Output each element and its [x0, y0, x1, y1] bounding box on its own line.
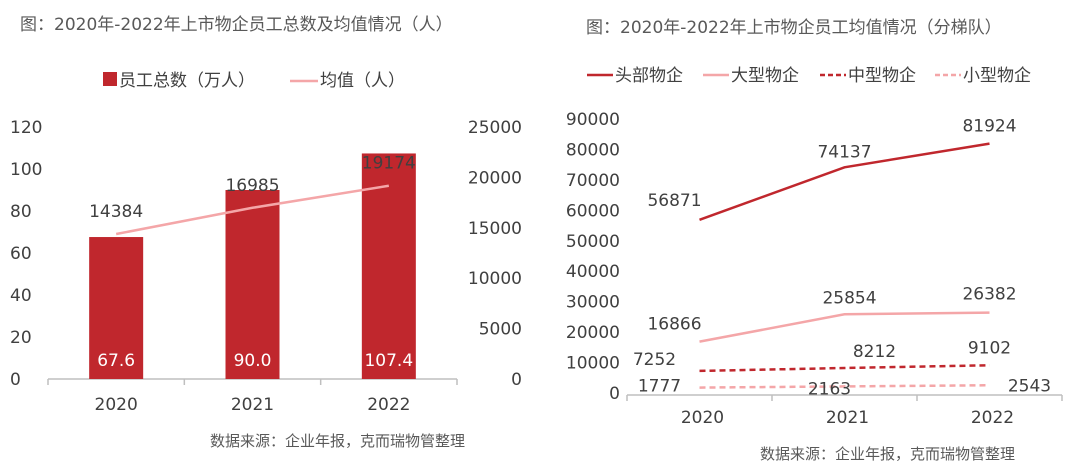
legend-label: 小型物企	[963, 66, 1031, 86]
x-tick-label: 2022	[971, 408, 1014, 428]
series-line-2	[699, 364, 990, 373]
legend-label: 中型物企	[848, 66, 916, 86]
left-y-tick: 0	[10, 370, 21, 390]
mean-line	[115, 184, 390, 236]
legend-bar-swatch	[103, 72, 117, 86]
right-y-tick: 15000	[468, 219, 522, 239]
left-chart-source: 数据来源：企业年报，克而瑞物管整理	[210, 432, 465, 450]
data-label: 8212	[853, 342, 896, 362]
data-label: 2163	[808, 379, 851, 399]
x-tick-label: 2020	[95, 395, 138, 415]
legend-line-label: 均值（人）	[320, 71, 405, 91]
left-y-tick: 20	[10, 328, 32, 348]
y-tick: 90000	[566, 110, 620, 130]
left-chart-title: 图：2020年-2022年上市物企员工总数及均值情况（人）	[20, 15, 453, 35]
y-tick: 30000	[566, 293, 620, 313]
series-line-0	[699, 142, 990, 222]
data-label: 25854	[822, 288, 876, 308]
y-tick: 0	[609, 384, 620, 404]
bar-2022	[361, 153, 416, 379]
y-tick: 50000	[566, 232, 620, 252]
legend-label: 头部物企	[615, 66, 683, 86]
bar-data-label: 90.0	[234, 351, 272, 371]
bar-2021	[225, 190, 280, 379]
data-label: 16866	[647, 315, 701, 335]
left-y-tick: 40	[10, 286, 32, 306]
y-tick: 20000	[566, 323, 620, 343]
series-line-3	[699, 384, 990, 389]
right-y-tick: 0	[511, 370, 522, 390]
right-y-tick: 5000	[479, 320, 522, 340]
left-y-tick: 100	[10, 160, 42, 180]
right-y-tick: 10000	[468, 269, 522, 289]
data-label: 26382	[962, 285, 1016, 305]
data-label: 7252	[633, 350, 676, 370]
right-chart-title: 图：2020年-2022年上市物企员工均值情况（分梯队）	[586, 18, 1002, 38]
right-y-tick: 20000	[468, 168, 522, 188]
y-tick: 60000	[566, 201, 620, 221]
data-label: 9102	[968, 338, 1011, 358]
data-label: 81924	[962, 117, 1016, 137]
x-tick-label: 2021	[826, 408, 869, 428]
y-tick: 80000	[566, 140, 620, 160]
line-data-label: 19174	[362, 154, 416, 174]
x-tick-label: 2020	[681, 408, 724, 428]
bar-2020	[89, 237, 144, 379]
bar-data-label: 107.4	[364, 351, 413, 371]
x-tick-label: 2021	[231, 395, 274, 415]
legend-label: 大型物企	[731, 66, 799, 86]
left-y-tick: 120	[10, 118, 42, 138]
data-label: 2543	[1008, 376, 1051, 396]
legend-bar-label: 员工总数（万人）	[119, 71, 255, 91]
data-label: 74137	[817, 142, 871, 162]
left-y-tick: 60	[10, 244, 32, 264]
left-y-tick: 80	[10, 202, 32, 222]
line-data-label: 16985	[225, 176, 279, 196]
right-y-tick: 25000	[468, 118, 522, 138]
y-tick: 10000	[566, 354, 620, 374]
data-label: 1777	[638, 377, 681, 397]
data-label: 56871	[647, 191, 701, 211]
y-tick: 40000	[566, 262, 620, 282]
y-tick: 70000	[566, 171, 620, 191]
line-data-label: 14384	[89, 202, 143, 222]
x-tick-label: 2022	[367, 395, 410, 415]
bar-data-label: 67.6	[97, 351, 135, 371]
right-chart-source: 数据来源：企业年报，克而瑞物管整理	[760, 445, 1015, 463]
series-line-1	[699, 311, 990, 343]
